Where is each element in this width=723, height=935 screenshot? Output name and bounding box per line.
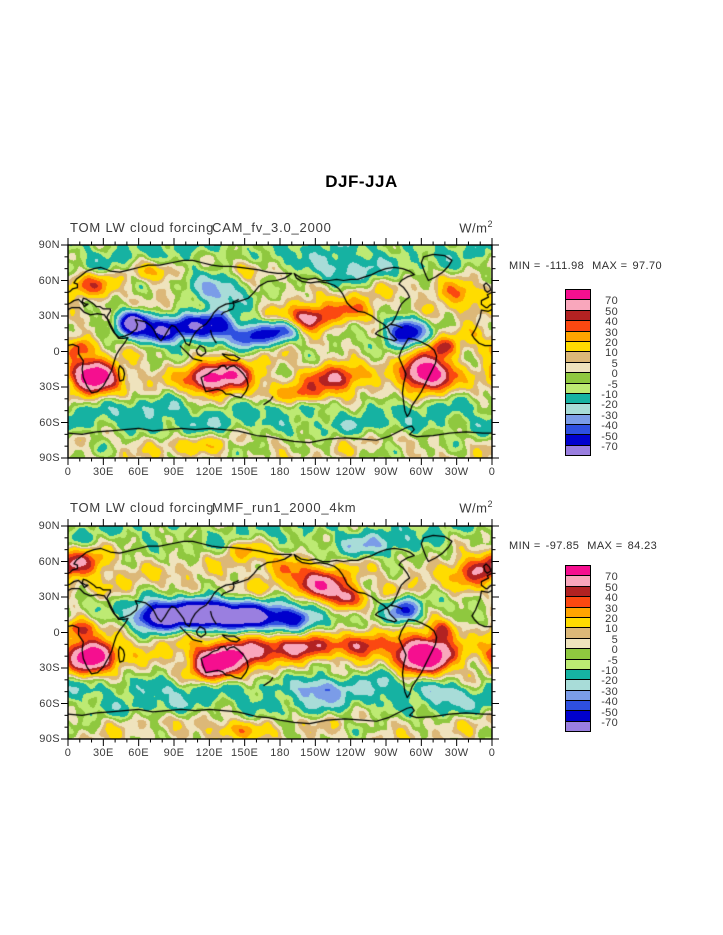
max-value: 84.23 <box>627 540 658 552</box>
y-tick-label: 90S <box>39 452 60 464</box>
colorbar <box>565 289 591 457</box>
colorbar-label: 20 <box>605 337 618 349</box>
max-label: MAX = <box>592 260 628 272</box>
colorbar-label: 30 <box>605 602 618 615</box>
x-tick-label: 120E <box>195 466 223 478</box>
colorbar-label: 20 <box>605 613 618 625</box>
colorbar-label: 50 <box>605 305 618 318</box>
x-tick-label: 90W <box>374 747 398 759</box>
y-tick-label: 60S <box>39 697 60 710</box>
x-tick-label: 0 <box>488 466 496 478</box>
x-tick-label: 120W <box>335 747 366 759</box>
panel1-units-label: W/m2 <box>459 499 493 516</box>
min-label: MIN = <box>509 260 541 272</box>
y-tick-label: 90N <box>38 239 60 251</box>
x-tick-label: 120E <box>195 747 223 759</box>
x-tick-label: 150E <box>231 466 259 478</box>
x-tick-label: 90E <box>163 747 185 759</box>
panel0-units-label: W/m2 <box>459 219 493 236</box>
map-field-canvas <box>68 245 492 458</box>
colorbar-swatch <box>565 720 591 733</box>
colorbar-label: -20 <box>601 675 618 688</box>
x-tick-label: 0 <box>64 466 72 478</box>
colorbar-label: 0 <box>611 368 618 381</box>
x-tick-label: 150W <box>300 747 331 759</box>
colorbar-label: -30 <box>601 685 618 698</box>
colorbar-label: 5 <box>611 357 618 370</box>
colorbar-label: 50 <box>605 581 618 594</box>
colorbar <box>565 565 591 733</box>
x-tick-label: 60E <box>128 747 150 759</box>
y-tick-label: 30S <box>39 381 60 393</box>
colorbar-label: 30 <box>605 326 618 339</box>
y-tick-label: 90S <box>39 733 60 745</box>
y-tick-label: 60N <box>38 274 60 287</box>
colorbar-label: 10 <box>605 623 618 636</box>
colorbar-label: -40 <box>601 420 618 433</box>
panel1-minmax-readout: MIN = -97.85 MAX = 84.23 <box>509 540 665 552</box>
colorbar-label: -50 <box>601 706 618 719</box>
min-label: MIN = <box>509 540 541 552</box>
colorbar-label: -50 <box>601 430 618 443</box>
min-value: -97.85 <box>545 540 580 552</box>
map-frame <box>61 519 499 746</box>
x-tick-label: 60W <box>409 747 434 759</box>
colorbar-label: -20 <box>601 399 618 412</box>
map-frame <box>61 238 499 465</box>
panel1-variable-title: TOM LW cloud forcing <box>70 500 215 515</box>
x-tick-label: 30E <box>92 466 114 478</box>
colorbar-label: -10 <box>601 389 618 401</box>
y-tick-label: 30S <box>39 662 60 674</box>
colorbar-label: -70 <box>601 441 618 453</box>
y-tick-label: 0 <box>53 345 60 358</box>
y-tick-label: 30N <box>38 591 60 603</box>
colorbar-label: 70 <box>605 295 618 308</box>
colorbar-label: 40 <box>605 592 618 605</box>
colorbar-label: 0 <box>611 644 618 657</box>
colorbar-label: -10 <box>601 665 618 677</box>
colorbar-label: 40 <box>605 316 618 329</box>
max-value: 97.70 <box>632 260 662 272</box>
x-tick-label: 150E <box>231 747 259 759</box>
x-tick-label: 180 <box>270 747 290 759</box>
colorbar-label: 70 <box>605 571 618 584</box>
max-label: MAX = <box>587 540 623 552</box>
colorbar-label: -30 <box>601 409 618 422</box>
x-tick-label: 0 <box>488 747 496 759</box>
min-value: -111.98 <box>545 260 585 272</box>
colorbar-label: -40 <box>601 696 618 709</box>
x-tick-label: 30E <box>92 747 114 759</box>
x-tick-label: 30W <box>444 747 469 759</box>
colorbar-label: 5 <box>611 633 618 646</box>
y-tick-label: 0 <box>53 626 60 639</box>
x-tick-label: 150W <box>300 466 331 478</box>
x-tick-label: 120W <box>335 466 366 478</box>
x-tick-label: 0 <box>64 747 72 759</box>
x-tick-label: 30W <box>444 466 469 478</box>
panel0-case-title: CAM_fv_3.0_2000 <box>212 220 332 235</box>
panel0-minmax-readout: MIN = -111.98 MAX = 97.70 <box>509 260 670 272</box>
panel1-case-title: MMF_run1_2000_4km <box>212 500 357 515</box>
y-tick-label: 60S <box>39 416 60 429</box>
x-tick-label: 60W <box>409 466 434 478</box>
panel0-variable-title: TOM LW cloud forcing <box>70 220 215 235</box>
y-tick-label: 90N <box>38 520 60 532</box>
y-tick-label: 30N <box>38 310 60 322</box>
colorbar-label: -70 <box>601 717 618 729</box>
x-tick-label: 60E <box>128 466 150 478</box>
colorbar-label: -5 <box>607 654 618 667</box>
x-tick-label: 90E <box>163 466 185 478</box>
x-tick-label: 90W <box>374 466 398 478</box>
colorbar-swatch <box>565 444 591 457</box>
x-tick-label: 180 <box>270 466 290 478</box>
map-field-canvas <box>68 526 492 739</box>
colorbar-label: -5 <box>607 378 618 391</box>
colorbar-label: 10 <box>605 347 618 360</box>
y-tick-label: 60N <box>38 555 60 568</box>
figure-title: DJF-JJA <box>325 172 398 191</box>
